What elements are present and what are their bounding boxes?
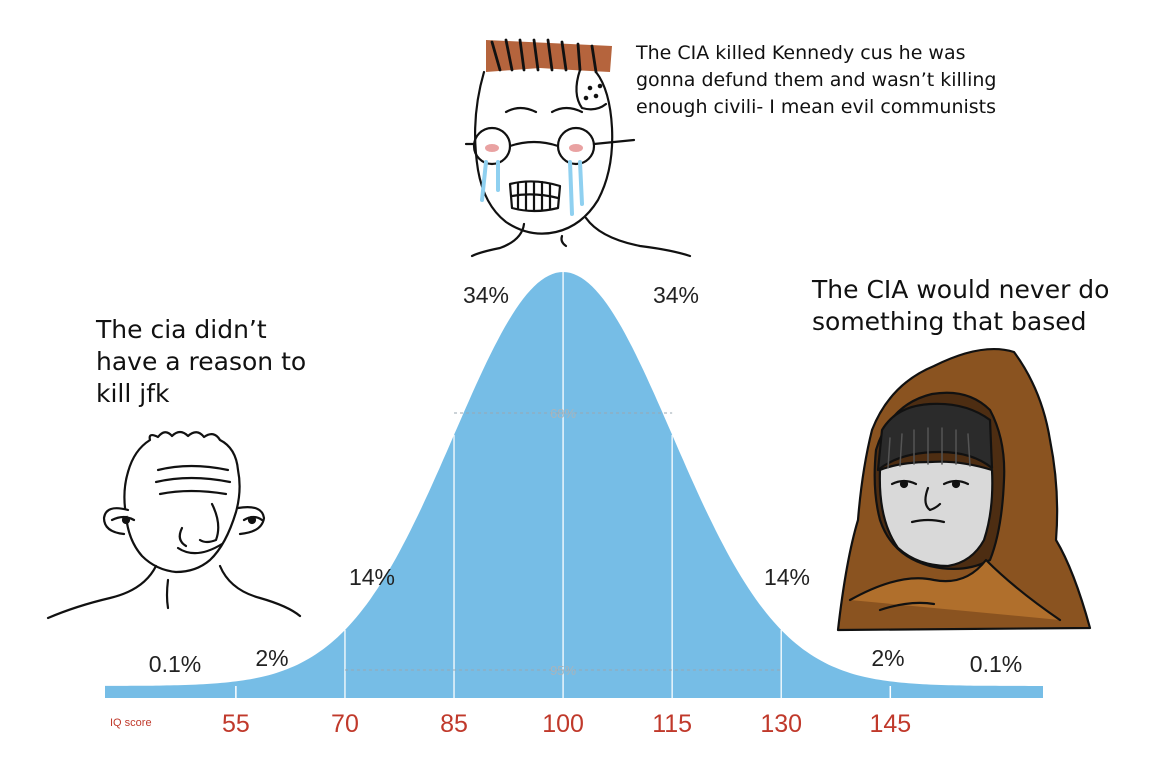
x-tick-label: 115 [652,710,692,738]
band-percent-label: 0.1% [149,651,201,677]
x-tick-label: 100 [542,710,584,738]
band-percent-label: 34% [653,282,699,308]
x-tick-label: 70 [331,710,359,738]
wojak-brainlet-icon [46,430,302,620]
caption-left: The cia didn’t have a reason to kill jfk [96,315,307,408]
x-axis-label: IQ score [110,717,152,729]
x-tick-label: 145 [869,710,911,738]
band-percent-label: 14% [764,564,810,590]
band-percent-label: 2% [871,645,904,671]
band-percent-label: 0.1% [970,651,1022,677]
x-tick-label: 130 [760,710,802,738]
bell-curve-area [105,272,1043,698]
crying-nerd-wojak-icon [464,38,692,258]
caption-right: The CIA would never do something that ba… [812,275,1110,336]
interval-label: 95% [550,663,576,678]
bell-curve-chart [105,272,1043,698]
hooded-monk-wojak-icon [836,347,1092,632]
band-percent-label: 14% [349,564,395,590]
x-tick-label: 85 [440,710,468,738]
band-percent-label: 34% [463,282,509,308]
caption-top: The CIA killed Kennedy cus he was gonna … [636,42,997,118]
chart-labels: 68% 95% 0.1% 2% 14% 34% 34% 14% 2% 0.1% IQ score 55… [110,282,1022,738]
interval-label: 68% [550,406,576,421]
band-percent-label: 2% [255,645,288,671]
x-tick-label: 55 [222,710,250,738]
